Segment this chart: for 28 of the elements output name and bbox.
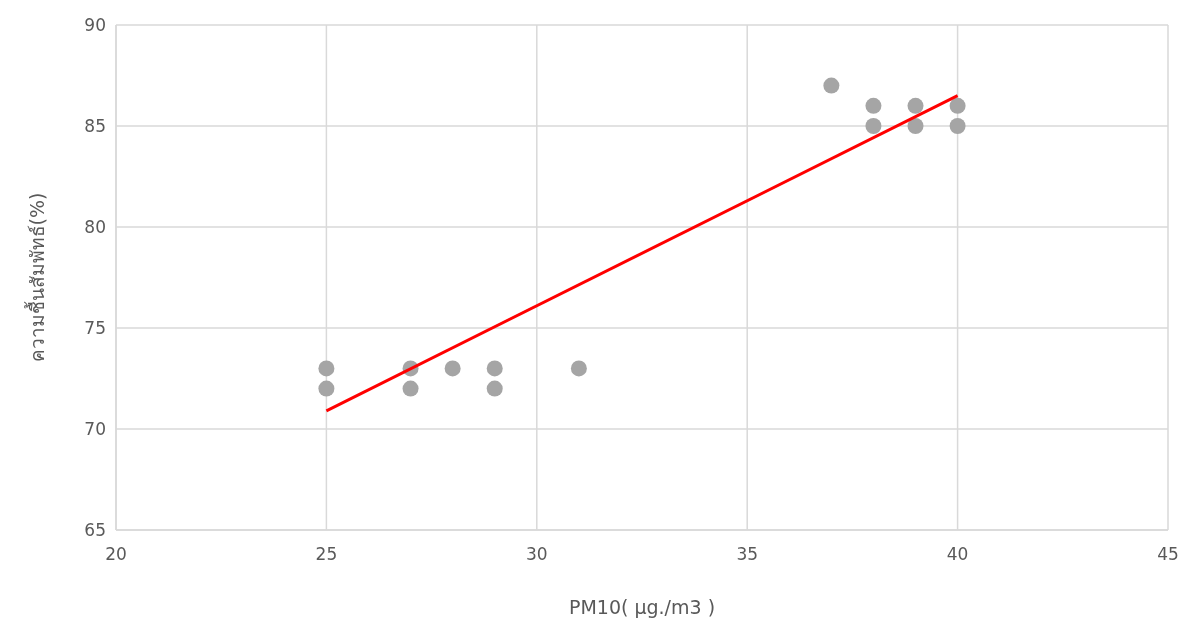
point bbox=[907, 97, 924, 114]
x-tick-label: 40 bbox=[946, 544, 969, 564]
point bbox=[444, 360, 461, 377]
y-tick-label: 80 bbox=[84, 217, 106, 237]
point bbox=[823, 77, 840, 94]
x-tick-label: 45 bbox=[1157, 544, 1179, 564]
y-tick-label: 75 bbox=[84, 318, 106, 338]
point bbox=[318, 380, 335, 397]
point bbox=[865, 118, 882, 134]
point bbox=[865, 97, 882, 114]
point bbox=[318, 360, 335, 377]
point bbox=[907, 118, 924, 134]
point bbox=[949, 97, 966, 114]
y-axis-title: ความชื้นสัมพัทธ์(%) bbox=[24, 192, 48, 363]
y-tick-label: 65 bbox=[84, 520, 106, 540]
x-tick-label: 20 bbox=[105, 544, 127, 564]
x-tick-label: 25 bbox=[315, 544, 338, 564]
point bbox=[402, 380, 419, 397]
y-tick-label: 90 bbox=[84, 15, 106, 35]
point bbox=[486, 360, 503, 377]
x-tick-label: 35 bbox=[736, 544, 759, 564]
point bbox=[949, 118, 966, 134]
point bbox=[570, 360, 587, 377]
point bbox=[486, 380, 503, 397]
x-axis-title: PM10( µg./m3 ) bbox=[568, 596, 716, 618]
x-tick-label: 30 bbox=[525, 544, 548, 564]
y-tick-label: 85 bbox=[84, 116, 106, 136]
y-tick-label: 70 bbox=[84, 419, 106, 439]
